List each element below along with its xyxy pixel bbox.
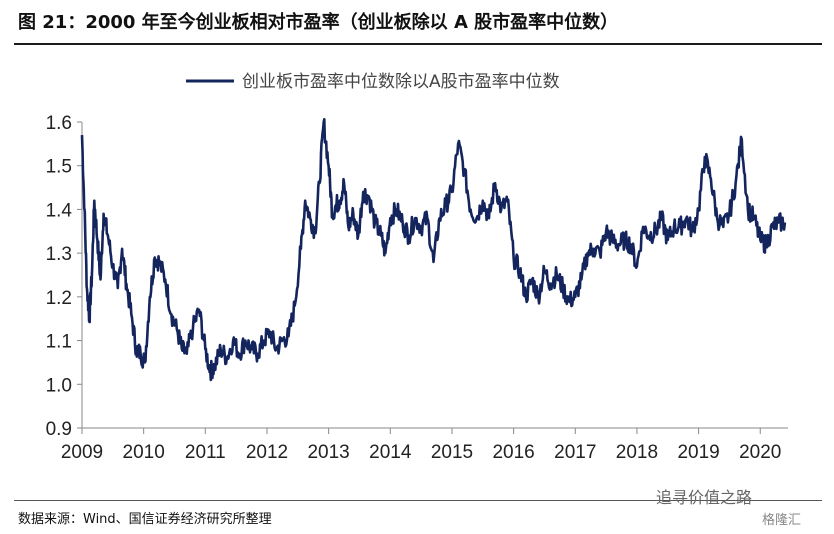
x-tick-label: 2014 [369, 442, 412, 463]
line-chart: 0.9 1.0 1.1 1.2 1.3 1.4 1.5 1.6 2009 2010 2011 201… [46, 72, 788, 463]
x-tick-label: 2017 [554, 442, 596, 463]
y-tick-label: 1.5 [46, 157, 72, 178]
x-tick-label: 2015 [431, 442, 473, 463]
series-line [80, 118, 787, 382]
figure-title: 图 21：2000 年至今创业板相对市盈率（创业板除以 A 股市盈率中位数） [18, 12, 619, 33]
legend-label: 创业板市盈率中位数除以A股市盈率中位数 [242, 72, 560, 92]
y-tick-label: 1.2 [46, 288, 72, 309]
x-tick-label: 2012 [246, 442, 288, 463]
x-tick-label: 2009 [61, 442, 103, 463]
x-axis: 2009 2010 2011 2012 2013 2014 2015 2016 2017 2018… [61, 427, 788, 463]
x-tick-label: 2010 [123, 442, 165, 463]
x-tick-label: 2013 [307, 442, 349, 463]
y-tick-label: 1.6 [46, 113, 72, 134]
y-tick-label: 0.9 [46, 419, 72, 440]
x-tick-label: 2019 [677, 442, 719, 463]
header-divider [14, 43, 822, 45]
x-tick-label: 2018 [616, 442, 658, 463]
y-tick-label: 1.0 [46, 375, 72, 396]
footer-divider [14, 500, 822, 501]
watermark-text: 追寻价值之路 [656, 488, 753, 507]
series-layer [80, 118, 787, 382]
x-tick-label: 2016 [492, 442, 534, 463]
watermark-logo-text: 格隆汇 [762, 513, 802, 528]
y-axis: 0.9 1.0 1.1 1.2 1.3 1.4 1.5 1.6 [46, 113, 83, 440]
y-tick-label: 1.1 [46, 332, 72, 353]
y-tick-label: 1.4 [46, 200, 73, 221]
y-tick-label: 1.3 [46, 244, 72, 265]
legend: 创业板市盈率中位数除以A股市盈率中位数 [186, 72, 560, 92]
x-tick-label: 2020 [739, 442, 781, 463]
source-note: 数据来源：Wind、国信证券经济研究所整理 [18, 512, 272, 527]
x-tick-label: 2011 [185, 442, 226, 463]
